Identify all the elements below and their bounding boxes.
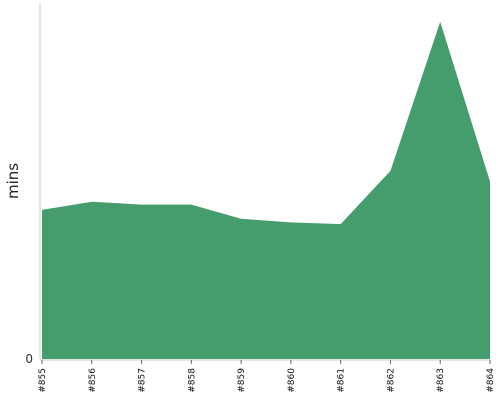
x-tick-label: #855 bbox=[38, 368, 48, 393]
x-axis: #855 #856 #857 #858 #859 #860 #861 #862 #863 #864 bbox=[38, 359, 496, 393]
x-tick-label: #860 bbox=[287, 368, 297, 393]
x-tick-label: #859 bbox=[237, 368, 247, 393]
y-axis-title: mins bbox=[4, 163, 22, 199]
x-tick-label: #862 bbox=[386, 368, 396, 393]
series-area-0 bbox=[42, 21, 490, 359]
x-tick-label: #857 bbox=[138, 368, 148, 393]
x-tick-label: #856 bbox=[88, 368, 98, 393]
x-tick-label: #858 bbox=[187, 368, 197, 393]
plot-area bbox=[42, 21, 490, 359]
x-tick-label: #864 bbox=[486, 368, 496, 393]
y-tick-label: 0 bbox=[25, 352, 33, 366]
x-tick-label: #861 bbox=[337, 368, 347, 393]
y-axis: 0 bbox=[25, 4, 41, 366]
x-tick-label: #863 bbox=[436, 368, 446, 393]
